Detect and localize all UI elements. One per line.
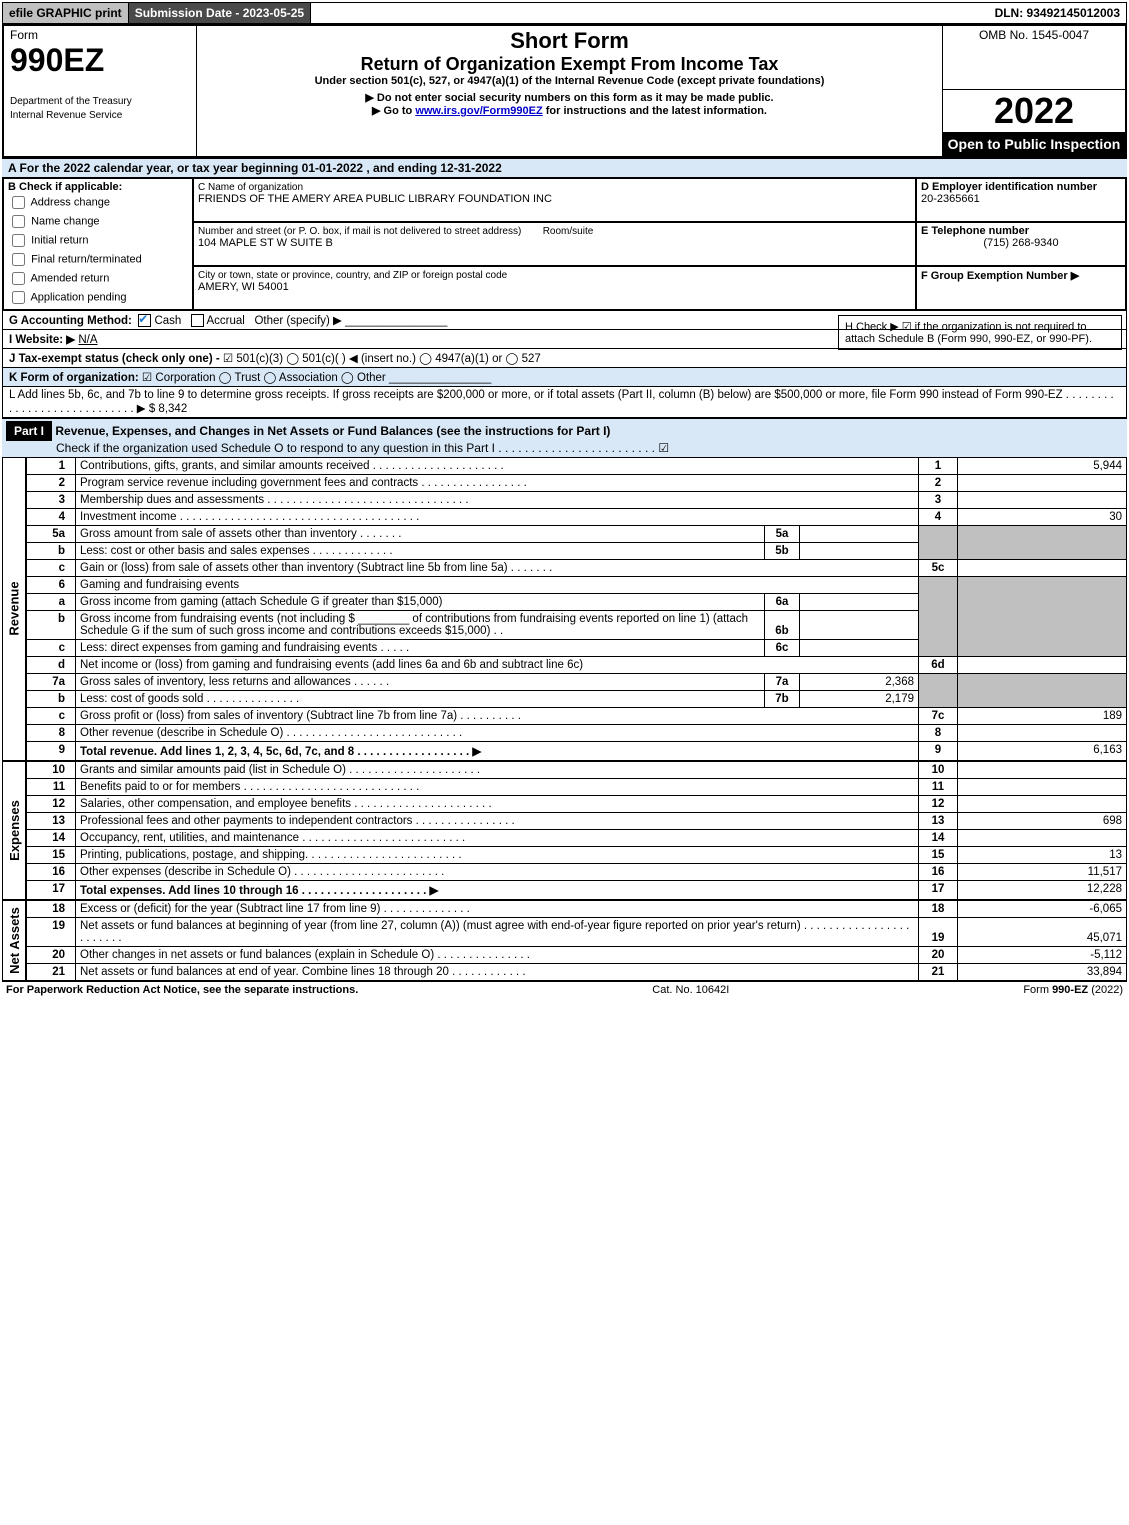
netassets-table: 18Excess or (deficit) for the year (Subt… <box>26 900 1127 981</box>
chk-name-change[interactable]: Name change <box>8 212 188 231</box>
city: AMERY, WI 54001 <box>198 281 289 293</box>
k-opts: ☑ Corporation ◯ Trust ◯ Association ◯ Ot… <box>142 372 386 384</box>
omb-no: OMB No. 1545-0047 <box>949 28 1119 42</box>
dln: DLN: 93492145012003 <box>989 3 1126 23</box>
chk-amended[interactable]: Amended return <box>8 269 188 288</box>
revenue-table: 1Contributions, gifts, grants, and simil… <box>26 457 1127 761</box>
part1-title: Revenue, Expenses, and Changes in Net As… <box>55 424 610 438</box>
footer: For Paperwork Reduction Act Notice, see … <box>2 981 1127 998</box>
footer-left: For Paperwork Reduction Act Notice, see … <box>6 984 358 996</box>
e-label: E Telephone number <box>921 225 1029 237</box>
room-label: Room/suite <box>543 226 594 237</box>
org-name: FRIENDS OF THE AMERY AREA PUBLIC LIBRARY… <box>198 193 552 205</box>
top-bar: efile GRAPHIC print Submission Date - 20… <box>2 2 1127 24</box>
vlabel-netassets: Net Assets <box>2 900 26 981</box>
chk-cash[interactable] <box>138 314 151 327</box>
title-under: Under section 501(c), 527, or 4947(a)(1)… <box>203 75 936 87</box>
form-number: 990EZ <box>10 42 104 78</box>
f-label: F Group Exemption Number ▶ <box>921 270 1079 282</box>
ein: 20-2365661 <box>921 193 980 205</box>
footer-right: Form 990-EZ (2022) <box>1023 984 1123 996</box>
submission-date: Submission Date - 2023-05-25 <box>129 3 311 23</box>
note-public: ▶ Do not enter social security numbers o… <box>203 91 936 104</box>
b-label: B Check if applicable: <box>8 181 122 193</box>
section-a: A For the 2022 calendar year, or tax yea… <box>2 158 1127 177</box>
chk-accrual[interactable] <box>191 314 204 327</box>
tax-year: 2022 <box>943 90 1125 132</box>
vlabel-expenses: Expenses <box>2 761 26 900</box>
website: N/A <box>78 334 97 346</box>
g-label: G Accounting Method: <box>9 315 132 327</box>
title-short-form: Short Form <box>203 28 936 54</box>
title-main: Return of Organization Exempt From Incom… <box>203 54 936 75</box>
info-grid: B Check if applicable: Address change Na… <box>2 177 1127 311</box>
j-opts: ☑ 501(c)(3) ◯ 501(c)( ) ◀ (insert no.) ◯… <box>223 353 541 365</box>
c-name-label: C Name of organization <box>198 182 303 193</box>
open-public: Open to Public Inspection <box>943 132 1125 156</box>
i-label: I Website: ▶ <box>9 334 75 346</box>
chk-initial-return[interactable]: Initial return <box>8 231 188 250</box>
d-label: D Employer identification number <box>921 181 1097 193</box>
j-label: J Tax-exempt status (check only one) - <box>9 353 223 365</box>
form-header: Form 990EZ Department of the Treasury In… <box>2 24 1127 158</box>
h-box: H Check ▶ ☑ if the organization is not r… <box>838 315 1122 350</box>
telephone: (715) 268-9340 <box>921 237 1121 249</box>
irs-link[interactable]: www.irs.gov/Form990EZ <box>415 105 542 117</box>
chk-address-change[interactable]: Address change <box>8 193 188 212</box>
efile-print[interactable]: efile GRAPHIC print <box>3 3 129 23</box>
vlabel-revenue: Revenue <box>2 457 26 761</box>
chk-application-pending[interactable]: Application pending <box>8 288 188 307</box>
dept-treasury: Department of the Treasury Internal Reve… <box>10 96 132 121</box>
chk-final-return[interactable]: Final return/terminated <box>8 250 188 269</box>
line-l: L Add lines 5b, 6c, and 7b to line 9 to … <box>2 387 1127 418</box>
footer-cat: Cat. No. 10642I <box>652 984 729 996</box>
form-label: Form <box>10 28 38 42</box>
part1-check: Check if the organization used Schedule … <box>56 441 669 455</box>
city-label: City or town, state or province, country… <box>198 270 507 281</box>
part1-header: Part I <box>6 421 52 441</box>
k-label: K Form of organization: <box>9 372 142 384</box>
street-label: Number and street (or P. O. box, if mail… <box>198 226 521 237</box>
street: 104 MAPLE ST W SUITE B <box>198 237 333 249</box>
expenses-table: 10Grants and similar amounts paid (list … <box>26 761 1127 900</box>
note-goto: ▶ Go to www.irs.gov/Form990EZ for instru… <box>203 104 936 117</box>
